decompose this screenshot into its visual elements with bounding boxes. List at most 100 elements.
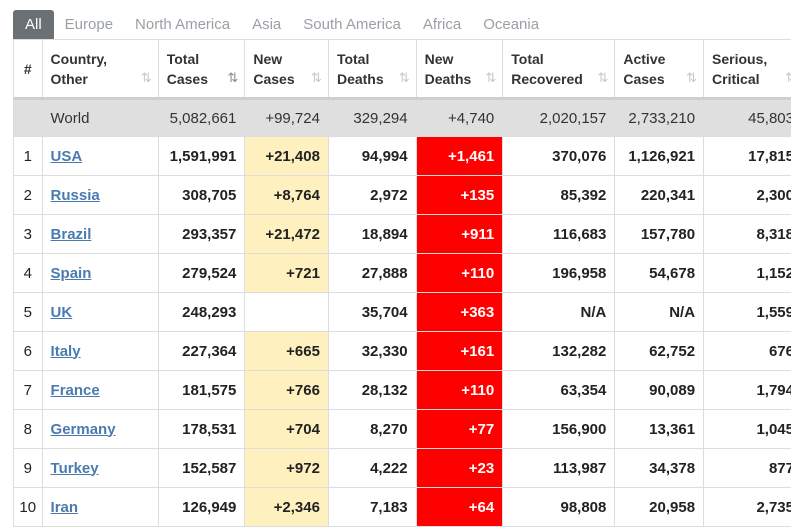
new-deaths-cell: +135 [415, 175, 504, 215]
total-cases-cell: 279,524 [157, 253, 246, 293]
header-total-recovered[interactable]: Total Recovered ⇅ [502, 39, 616, 100]
country-link[interactable]: Iran [50, 498, 79, 516]
country-cell: Russia [41, 175, 159, 215]
sort-icon[interactable]: ⇅ [597, 70, 608, 85]
new-deaths-cell: +911 [415, 214, 504, 254]
country-link[interactable]: Russia [50, 186, 100, 204]
header-new-deaths-line1: New [424, 50, 454, 67]
country-link[interactable]: Italy [50, 342, 81, 360]
sort-desc-icon[interactable]: ⇅ [227, 70, 238, 85]
country-link[interactable]: Brazil [50, 225, 92, 243]
tab-all[interactable]: All [13, 10, 54, 39]
header-country-line1: Country, [50, 50, 108, 67]
total-cases-cell: 126,949 [157, 487, 246, 527]
country-link[interactable]: France [50, 381, 100, 399]
world-total-recovered-cell: 2,020,157 [502, 98, 616, 137]
country-link[interactable]: Germany [50, 420, 116, 438]
sort-icon[interactable]: ⇅ [311, 70, 322, 85]
row-index-cell: 6 [13, 331, 43, 371]
header-total-deaths[interactable]: Total Deaths ⇅ [327, 39, 417, 100]
world-index-cell [13, 98, 43, 137]
active-cases-cell: 90,089 [614, 370, 705, 410]
header-new-cases[interactable]: New Cases ⇅ [244, 39, 329, 100]
header-active-cases[interactable]: Active Cases ⇅ [614, 39, 705, 100]
world-new-deaths-cell: +4,740 [415, 98, 504, 137]
sort-icon[interactable]: ⇅ [140, 70, 152, 85]
serious-critical-cell: 2,735 [703, 487, 791, 527]
new-cases-cell: +704 [244, 409, 329, 449]
active-cases-cell: 54,678 [614, 253, 705, 293]
total-recovered-cell: 156,900 [502, 409, 616, 449]
tab-asia[interactable]: Asia [252, 16, 282, 33]
header-new-deaths[interactable]: New Deaths ⇅ [415, 39, 504, 100]
total-cases-cell: 181,575 [157, 370, 246, 410]
header-index: # [13, 39, 43, 100]
country-link[interactable]: Turkey [50, 459, 99, 477]
sort-icon[interactable]: ⇅ [398, 70, 410, 85]
header-total-recovered-line1: Total [511, 50, 544, 67]
tab-south-america[interactable]: South America [303, 16, 401, 33]
new-cases-cell: +972 [244, 448, 329, 488]
sort-icon[interactable]: ⇅ [686, 70, 697, 85]
new-deaths-cell: +110 [415, 253, 504, 293]
header-active-cases-line1: Active [623, 50, 666, 67]
country-link[interactable]: USA [50, 147, 83, 165]
active-cases-cell: 220,341 [614, 175, 705, 215]
header-total-cases[interactable]: Total Cases ⇅ [157, 39, 246, 100]
country-link[interactable]: Spain [50, 264, 92, 282]
row-index-cell: 10 [13, 487, 43, 527]
sort-icon[interactable]: ⇅ [785, 70, 791, 85]
total-recovered-cell: 98,808 [502, 487, 616, 527]
table-row: 3 Brazil 293,357 +21,472 18,894 +911 116,683 15… [13, 214, 791, 254]
total-deaths-cell: 35,704 [327, 292, 417, 332]
table-row: 10 Iran 126,949 +2,346 7,183 +64 98,808 20,958 2… [13, 487, 791, 527]
serious-critical-cell: 877 [703, 448, 791, 488]
total-cases-cell: 308,705 [157, 175, 246, 215]
row-index-cell: 4 [13, 253, 43, 293]
total-deaths-cell: 8,270 [327, 409, 417, 449]
table-row: 8 Germany 178,531 +704 8,270 +77 156,900 13,361… [13, 409, 791, 449]
world-active-cases-cell: 2,733,210 [614, 98, 705, 137]
new-deaths-cell: +110 [415, 370, 504, 410]
total-recovered-cell: 196,958 [502, 253, 616, 293]
row-index-cell: 8 [13, 409, 43, 449]
new-cases-cell: +21,408 [244, 136, 329, 176]
header-serious-critical[interactable]: Serious, Critical ⇅ [703, 39, 791, 100]
new-cases-cell [244, 292, 329, 332]
world-new-cases-cell: +99,724 [244, 98, 329, 137]
total-deaths-cell: 27,888 [327, 253, 417, 293]
serious-critical-cell: 2,300 [703, 175, 791, 215]
header-country[interactable]: Country, Other ⇅ [41, 39, 159, 100]
row-index-cell: 9 [13, 448, 43, 488]
new-deaths-cell: +77 [415, 409, 504, 449]
tab-north-america[interactable]: North America [135, 16, 231, 33]
serious-critical-cell: 1,559 [703, 292, 791, 332]
header-new-cases-line1: New [253, 50, 283, 67]
header-serious-critical-line1: Serious, [712, 50, 768, 67]
country-cell: Turkey [41, 448, 159, 488]
tab-africa[interactable]: Africa [422, 16, 462, 33]
new-deaths-cell: +1,461 [415, 136, 504, 176]
total-deaths-cell: 32,330 [327, 331, 417, 371]
row-index-cell: 3 [13, 214, 43, 254]
active-cases-cell: 13,361 [614, 409, 705, 449]
table-row: 1 USA 1,591,991 +21,408 94,994 +1,461 370,076 1… [13, 136, 791, 176]
serious-critical-cell: 676 [703, 331, 791, 371]
world-serious-critical-cell: 45,803 [703, 98, 791, 137]
tab-oceania[interactable]: Oceania [483, 16, 540, 33]
serious-critical-cell: 1,794 [703, 370, 791, 410]
tab-europe[interactable]: Europe [64, 16, 114, 33]
sort-icon[interactable]: ⇅ [485, 70, 496, 85]
header-country-line2: Other [50, 70, 88, 87]
world-total-row: World 5,082,661 +99,724 329,294 +4,740 2… [13, 98, 791, 137]
country-link[interactable]: UK [50, 303, 73, 321]
country-cell: UK [41, 292, 159, 332]
table-row: 4 Spain 279,524 +721 27,888 +110 196,958 54,678… [13, 253, 791, 293]
header-total-recovered-line2: Recovered [511, 70, 583, 87]
active-cases-cell: 62,752 [614, 331, 705, 371]
new-cases-cell: +766 [244, 370, 329, 410]
total-cases-cell: 227,364 [157, 331, 246, 371]
new-deaths-cell: +161 [415, 331, 504, 371]
active-cases-cell: 34,378 [614, 448, 705, 488]
total-deaths-cell: 2,972 [327, 175, 417, 215]
